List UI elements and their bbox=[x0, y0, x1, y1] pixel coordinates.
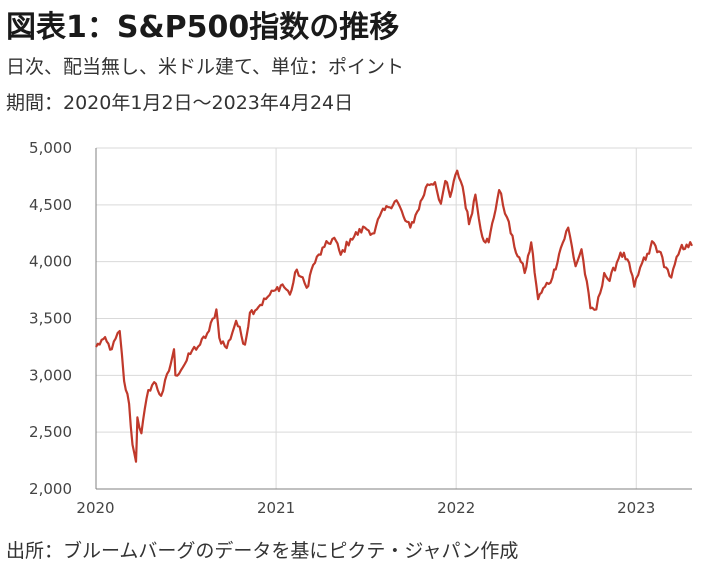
y-tick-label: 5,000 bbox=[29, 139, 72, 157]
y-tick-label: 3,000 bbox=[29, 366, 72, 384]
chart-period: 期間：2020年1月2日～2023年4月24日 bbox=[6, 92, 354, 114]
x-tick-label: 2020 bbox=[76, 499, 114, 517]
sp500-series-line bbox=[95, 169, 693, 463]
axes bbox=[95, 148, 692, 490]
y-tick-label: 3,500 bbox=[29, 310, 72, 328]
x-tick-label: 2021 bbox=[257, 499, 295, 517]
chart-title: 図表1：S&P500指数の推移 bbox=[6, 10, 400, 45]
x-tick-label: 2022 bbox=[437, 499, 475, 517]
gridlines bbox=[96, 147, 692, 489]
chart-subtitle: 日次、配当無し、米ドル建て、単位：ポイント bbox=[6, 56, 405, 78]
y-tick-label: 2,000 bbox=[29, 480, 72, 498]
y-tick-label: 4,000 bbox=[29, 253, 72, 271]
source-note: 出所：ブルームバーグのデータを基にピクテ・ジャパン作成 bbox=[6, 540, 519, 562]
x-tick-label: 2023 bbox=[617, 499, 655, 517]
y-tick-label: 4,500 bbox=[29, 196, 72, 214]
series-layer bbox=[95, 169, 693, 463]
tick-labels: 2,000 2,500 3,000 3,500 4,000 4,500 5,000 2020 2… bbox=[29, 139, 655, 517]
y-tick-label: 2,500 bbox=[29, 423, 72, 441]
